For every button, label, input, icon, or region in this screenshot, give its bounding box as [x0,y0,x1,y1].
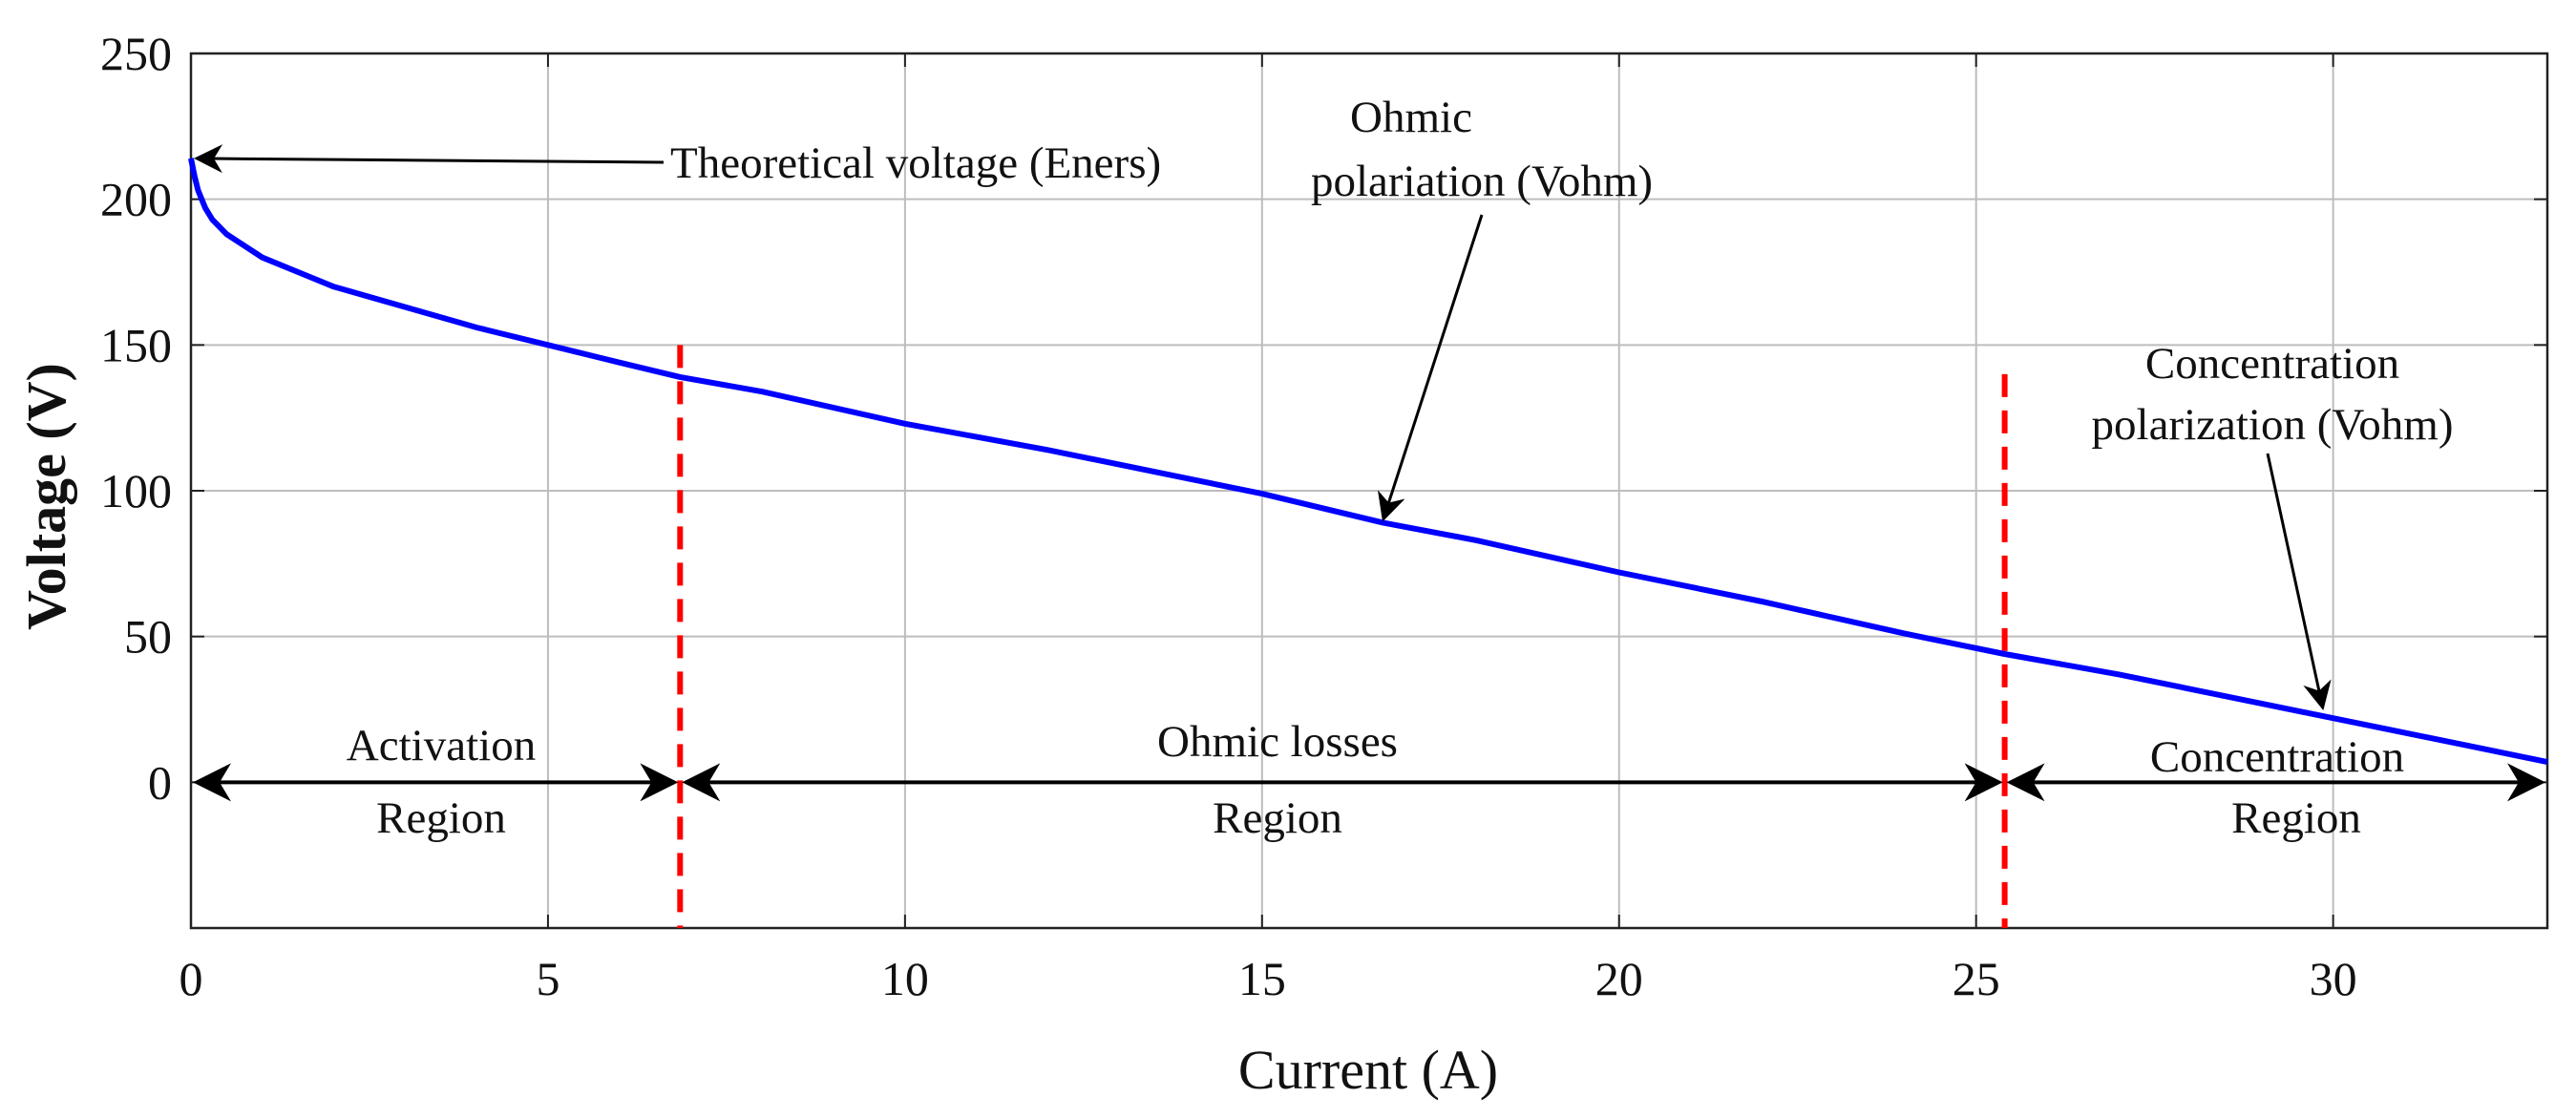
ohmic-polarization-arrow [1377,214,1484,522]
x-axis-label: Current (A) [1238,1039,1498,1101]
region-boundaries [677,345,2008,928]
y-tick-label: 50 [124,610,172,664]
y-axis: 0 50 100 150 200 250 [100,27,2547,809]
ohmic-region-label-line2: Region [1213,793,1342,843]
theoretical-voltage-arrow [194,144,665,174]
x-tick-label: 5 [536,952,560,1005]
x-tick-label: 10 [881,952,929,1005]
y-tick-label: 250 [100,27,172,80]
concentration-region-label-line2: Region [2231,793,2361,843]
theoretical-voltage-label: Theoretical voltage (Eners) [670,138,1161,188]
x-tick-label: 30 [2310,952,2357,1005]
y-tick-label: 150 [100,318,172,371]
y-tick-label: 0 [148,755,172,809]
activation-region-label-line2: Region [376,793,506,843]
annotation-arrows [194,144,2332,711]
y-tick-label: 100 [100,464,172,517]
y-tick-label: 200 [100,173,172,226]
x-tick-label: 25 [1953,952,2000,1005]
ohmic-polarization-label-line1: Ohmic [1350,93,1472,142]
x-tick-label: 20 [1595,952,1643,1005]
ohmic-polarization-label-line2: polariation (Vohm) [1311,157,1653,206]
concentration-polarization-label-line1: Concentration [2145,339,2399,389]
polarization-curve-line [188,158,2548,765]
concentration-polarization-arrow [2266,453,2332,711]
concentration-region-label-line1: Concentration [2150,732,2404,782]
data-series [188,158,2548,765]
activation-region-label-line1: Activation [347,721,536,771]
ohmic-region-label-line1: Ohmic losses [1157,717,1398,767]
x-tick-label: 0 [179,952,203,1005]
y-axis-label: Voltage (V) [15,363,77,630]
x-tick-label: 15 [1238,952,1286,1005]
x-axis: 0 5 10 15 20 25 30 [179,53,2357,1005]
concentration-polarization-label-line2: polarization (Vohm) [2092,400,2454,450]
